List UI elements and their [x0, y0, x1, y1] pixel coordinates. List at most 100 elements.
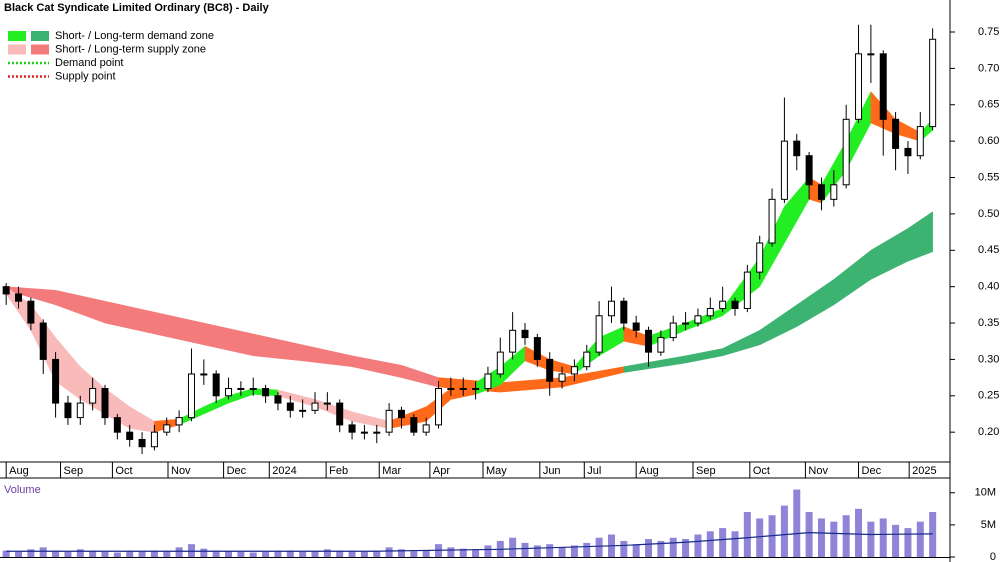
candle-body — [89, 388, 97, 404]
x-tick-label: Jul — [587, 465, 601, 477]
candle-body — [311, 402, 319, 411]
candle-body — [756, 242, 764, 273]
candle-body — [27, 300, 35, 324]
candle-body — [929, 38, 937, 128]
volume-bar — [249, 552, 257, 557]
y-tick-label: 0.45 — [978, 244, 999, 256]
candle-body — [533, 337, 541, 360]
x-tick-label: Aug — [9, 465, 29, 477]
candle-body — [336, 402, 344, 426]
y-tick-label: 0.20 — [978, 426, 999, 438]
candle-body — [360, 431, 368, 434]
volume-bar — [570, 545, 578, 557]
volume-bar — [64, 551, 72, 557]
candle-body — [694, 315, 702, 324]
y-tick-label: 0.55 — [978, 171, 999, 183]
x-tick-label: Mar — [382, 465, 401, 477]
y-tick-label: 0 — [990, 551, 996, 562]
x-tick-label: Apr — [433, 465, 450, 477]
candle-body — [274, 395, 282, 404]
volume-bar — [225, 551, 233, 557]
volume-bar — [817, 518, 825, 557]
candle-body — [645, 329, 653, 353]
volume-bar — [916, 521, 924, 557]
volume-bar — [509, 537, 517, 557]
volume-bar — [187, 544, 195, 557]
candle-body — [719, 300, 727, 309]
candle-body — [780, 140, 788, 200]
x-tick-label: Nov — [808, 465, 828, 477]
volume-bar — [892, 524, 900, 557]
volume-bar — [336, 550, 344, 557]
volume-bar — [484, 545, 492, 557]
y-tick-label: 0.50 — [978, 208, 999, 220]
volume-pane — [2, 489, 937, 557]
x-tick-label: Sep — [64, 465, 84, 477]
x-tick-label: 2025 — [912, 465, 936, 477]
volume-title: Volume — [4, 484, 41, 496]
volume-bar — [101, 551, 109, 557]
volume-bar — [682, 539, 690, 557]
volume-bar — [743, 512, 751, 557]
candle-body — [138, 438, 146, 448]
candle-body — [916, 126, 924, 157]
candle-body — [904, 147, 912, 157]
volume-bar — [904, 528, 912, 557]
volume-bar — [533, 545, 541, 557]
candle-body — [472, 388, 480, 391]
x-tick-label: Nov — [171, 465, 191, 477]
volume-bar — [323, 549, 331, 557]
candle-body — [558, 373, 566, 382]
candle-body — [595, 315, 603, 353]
x-tick-label: 2024 — [272, 465, 296, 477]
y-tick-label: 0.60 — [978, 135, 999, 147]
volume-bar — [694, 534, 702, 557]
candle-body — [892, 118, 900, 149]
candle-body — [521, 329, 529, 339]
candle-body — [76, 402, 84, 419]
candle-body — [101, 388, 109, 419]
volume-bar — [200, 548, 208, 557]
volume-bar — [595, 537, 603, 557]
volume-bar — [583, 542, 591, 557]
volume-bar — [459, 548, 467, 557]
volume-bar — [175, 547, 183, 557]
candle-body — [842, 118, 850, 186]
candle-body — [373, 431, 381, 434]
volume-bar — [645, 539, 653, 557]
candle-body — [175, 417, 183, 426]
volume-bar — [867, 521, 875, 557]
volume-bar — [89, 550, 97, 557]
candle-body — [39, 322, 47, 360]
candle-body — [435, 388, 443, 426]
volume-bar — [385, 547, 393, 557]
candle-body — [484, 373, 492, 390]
y-tick-label: 0.75 — [978, 26, 999, 38]
volume-bar — [360, 551, 368, 557]
zone-band — [623, 211, 933, 373]
volume-bar — [855, 508, 863, 557]
candle-body — [286, 402, 294, 411]
volume-bar — [731, 531, 739, 557]
volume-bar — [756, 518, 764, 557]
x-tick-label: Dec — [862, 465, 882, 477]
candle-body — [237, 388, 245, 391]
x-tick-label: Oct — [753, 465, 770, 477]
candle-body — [682, 322, 690, 325]
volume-bar — [472, 549, 480, 557]
volume-bar — [620, 540, 628, 557]
candle-body — [410, 417, 418, 433]
volume-bar — [15, 551, 23, 557]
candle-body — [509, 329, 517, 353]
candle-body — [52, 358, 60, 404]
volume-bar — [706, 531, 714, 557]
x-tick-label: Dec — [227, 465, 247, 477]
volume-bar — [422, 550, 430, 557]
x-tick-label: Sep — [696, 465, 716, 477]
legend-swatch — [31, 31, 49, 41]
candle-body — [385, 409, 393, 433]
volume-ma — [6, 531, 933, 552]
candle-body — [496, 351, 504, 375]
